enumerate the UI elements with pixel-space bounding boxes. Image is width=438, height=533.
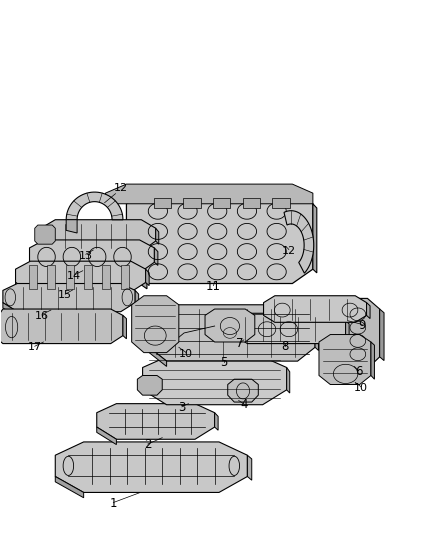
Text: 17: 17 — [28, 343, 42, 352]
Text: 6: 6 — [355, 365, 363, 378]
Text: 7: 7 — [236, 337, 243, 350]
Polygon shape — [243, 198, 260, 208]
Polygon shape — [55, 442, 247, 492]
Polygon shape — [106, 184, 313, 204]
Polygon shape — [213, 198, 230, 208]
Text: 11: 11 — [206, 280, 221, 293]
Polygon shape — [146, 269, 149, 286]
Polygon shape — [371, 342, 374, 379]
Polygon shape — [123, 316, 127, 339]
Polygon shape — [315, 313, 318, 351]
Polygon shape — [319, 335, 371, 384]
Text: 5: 5 — [221, 357, 228, 369]
Text: 3: 3 — [178, 401, 186, 414]
Polygon shape — [264, 296, 367, 322]
Text: 12: 12 — [282, 246, 296, 256]
Polygon shape — [336, 298, 380, 368]
Polygon shape — [143, 357, 287, 405]
Polygon shape — [47, 265, 55, 289]
Text: 10: 10 — [179, 349, 193, 359]
Polygon shape — [205, 309, 255, 342]
Text: 15: 15 — [58, 290, 72, 301]
Text: 8: 8 — [282, 340, 289, 353]
Polygon shape — [41, 220, 155, 252]
Polygon shape — [55, 477, 84, 498]
Polygon shape — [135, 290, 139, 306]
Text: 14: 14 — [67, 271, 81, 281]
Polygon shape — [284, 211, 314, 273]
Polygon shape — [97, 403, 215, 439]
Text: 13: 13 — [79, 251, 93, 261]
Polygon shape — [287, 368, 290, 393]
Polygon shape — [272, 198, 290, 208]
Polygon shape — [29, 265, 37, 289]
Polygon shape — [3, 284, 135, 312]
Polygon shape — [215, 413, 218, 430]
Polygon shape — [97, 427, 117, 445]
Polygon shape — [138, 375, 162, 395]
Text: 2: 2 — [144, 438, 152, 451]
Polygon shape — [247, 455, 252, 480]
Text: 9: 9 — [358, 319, 366, 332]
Polygon shape — [66, 220, 77, 233]
Polygon shape — [29, 262, 44, 278]
Polygon shape — [102, 265, 110, 289]
Polygon shape — [149, 348, 166, 367]
Polygon shape — [3, 303, 17, 317]
Polygon shape — [66, 192, 123, 220]
Polygon shape — [132, 296, 179, 353]
Text: 12: 12 — [114, 183, 128, 193]
Polygon shape — [313, 204, 317, 273]
Text: 16: 16 — [35, 311, 49, 320]
Text: 10: 10 — [354, 383, 368, 393]
Polygon shape — [154, 248, 158, 265]
Polygon shape — [0, 309, 123, 344]
Text: 1: 1 — [110, 497, 117, 510]
Polygon shape — [66, 265, 74, 289]
Text: 4: 4 — [240, 399, 248, 411]
Polygon shape — [15, 282, 30, 297]
Polygon shape — [149, 305, 315, 361]
Polygon shape — [228, 379, 258, 402]
Polygon shape — [35, 225, 55, 244]
Polygon shape — [367, 303, 370, 319]
Polygon shape — [41, 241, 55, 257]
Polygon shape — [84, 265, 92, 289]
Polygon shape — [15, 261, 146, 292]
Polygon shape — [127, 193, 313, 284]
Polygon shape — [29, 240, 154, 273]
Polygon shape — [183, 198, 201, 208]
Polygon shape — [235, 313, 346, 344]
Polygon shape — [346, 321, 349, 339]
Polygon shape — [155, 228, 159, 244]
Polygon shape — [153, 198, 171, 208]
Polygon shape — [380, 309, 384, 361]
Polygon shape — [127, 269, 147, 289]
Polygon shape — [121, 265, 129, 289]
